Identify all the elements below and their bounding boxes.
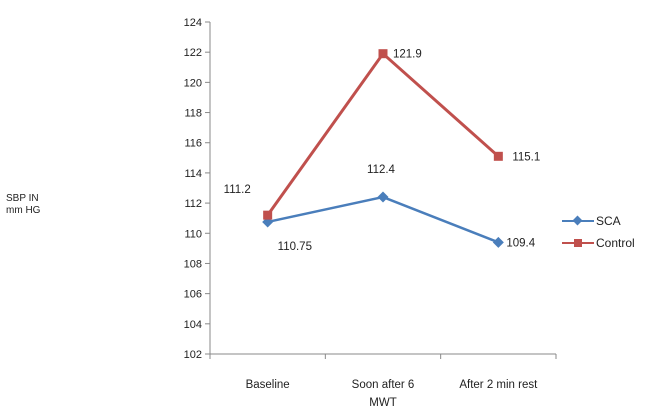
y-tick-label: 122 bbox=[184, 47, 202, 59]
series-point-control bbox=[263, 210, 273, 220]
data-label-control: 121.9 bbox=[393, 49, 422, 61]
y-tick-label: 112 bbox=[184, 198, 202, 210]
series-point-control bbox=[378, 49, 388, 59]
y-axis-label: SBP IN mm HG bbox=[6, 193, 40, 217]
series-point-sca bbox=[377, 191, 389, 203]
legend-item-control: Control bbox=[562, 232, 635, 254]
data-label-sca: 109.4 bbox=[506, 237, 535, 249]
y-tick-label: 116 bbox=[184, 138, 202, 150]
data-label-sca: 110.75 bbox=[278, 241, 312, 253]
data-label-control: 115.1 bbox=[512, 151, 540, 163]
series-point-control bbox=[493, 151, 503, 161]
series-line-sca bbox=[267, 195, 499, 244]
x-tick-label: Soon after 6 bbox=[352, 379, 415, 391]
y-tick-label: 102 bbox=[184, 349, 202, 361]
series-layer bbox=[262, 49, 504, 248]
x-tick-label: MWT bbox=[369, 397, 396, 409]
legend-item-sca: SCA bbox=[562, 210, 635, 232]
y-tick-label: 104 bbox=[184, 319, 202, 331]
y-tick-label: 124 bbox=[184, 17, 202, 29]
y-tick-label: 110 bbox=[184, 228, 202, 240]
data-labels-layer: 110.75 112.4 109.4 111.2 121.9 115.1 bbox=[224, 49, 541, 253]
series-line-control bbox=[266, 51, 500, 217]
y-axis-label-line-2: mm HG bbox=[6, 205, 41, 216]
y-tick-label: 118 bbox=[184, 108, 202, 120]
y-tick-label: 114 bbox=[184, 168, 202, 180]
x-tick-label: After 2 min rest bbox=[459, 379, 538, 391]
series-point-sca bbox=[492, 236, 504, 248]
legend-swatch-sca bbox=[562, 215, 594, 227]
data-label-sca: 112.4 bbox=[367, 164, 396, 176]
data-label-control: 111.2 bbox=[224, 184, 251, 196]
y-tick-label: 106 bbox=[184, 289, 202, 301]
y-tick-label: 120 bbox=[184, 77, 202, 89]
legend-swatch-control bbox=[562, 237, 594, 249]
chart-axes: 102 104 106 108 110 112 114 116 118 120 122 124 Base… bbox=[184, 17, 557, 409]
y-axis-label-line-1: SBP IN bbox=[6, 193, 39, 204]
legend-label-control: Control bbox=[596, 236, 635, 250]
y-tick-label: 108 bbox=[184, 258, 202, 270]
x-tick-label: Baseline bbox=[246, 379, 290, 391]
legend: SCA Control bbox=[562, 210, 635, 254]
legend-label-sca: SCA bbox=[596, 214, 621, 228]
